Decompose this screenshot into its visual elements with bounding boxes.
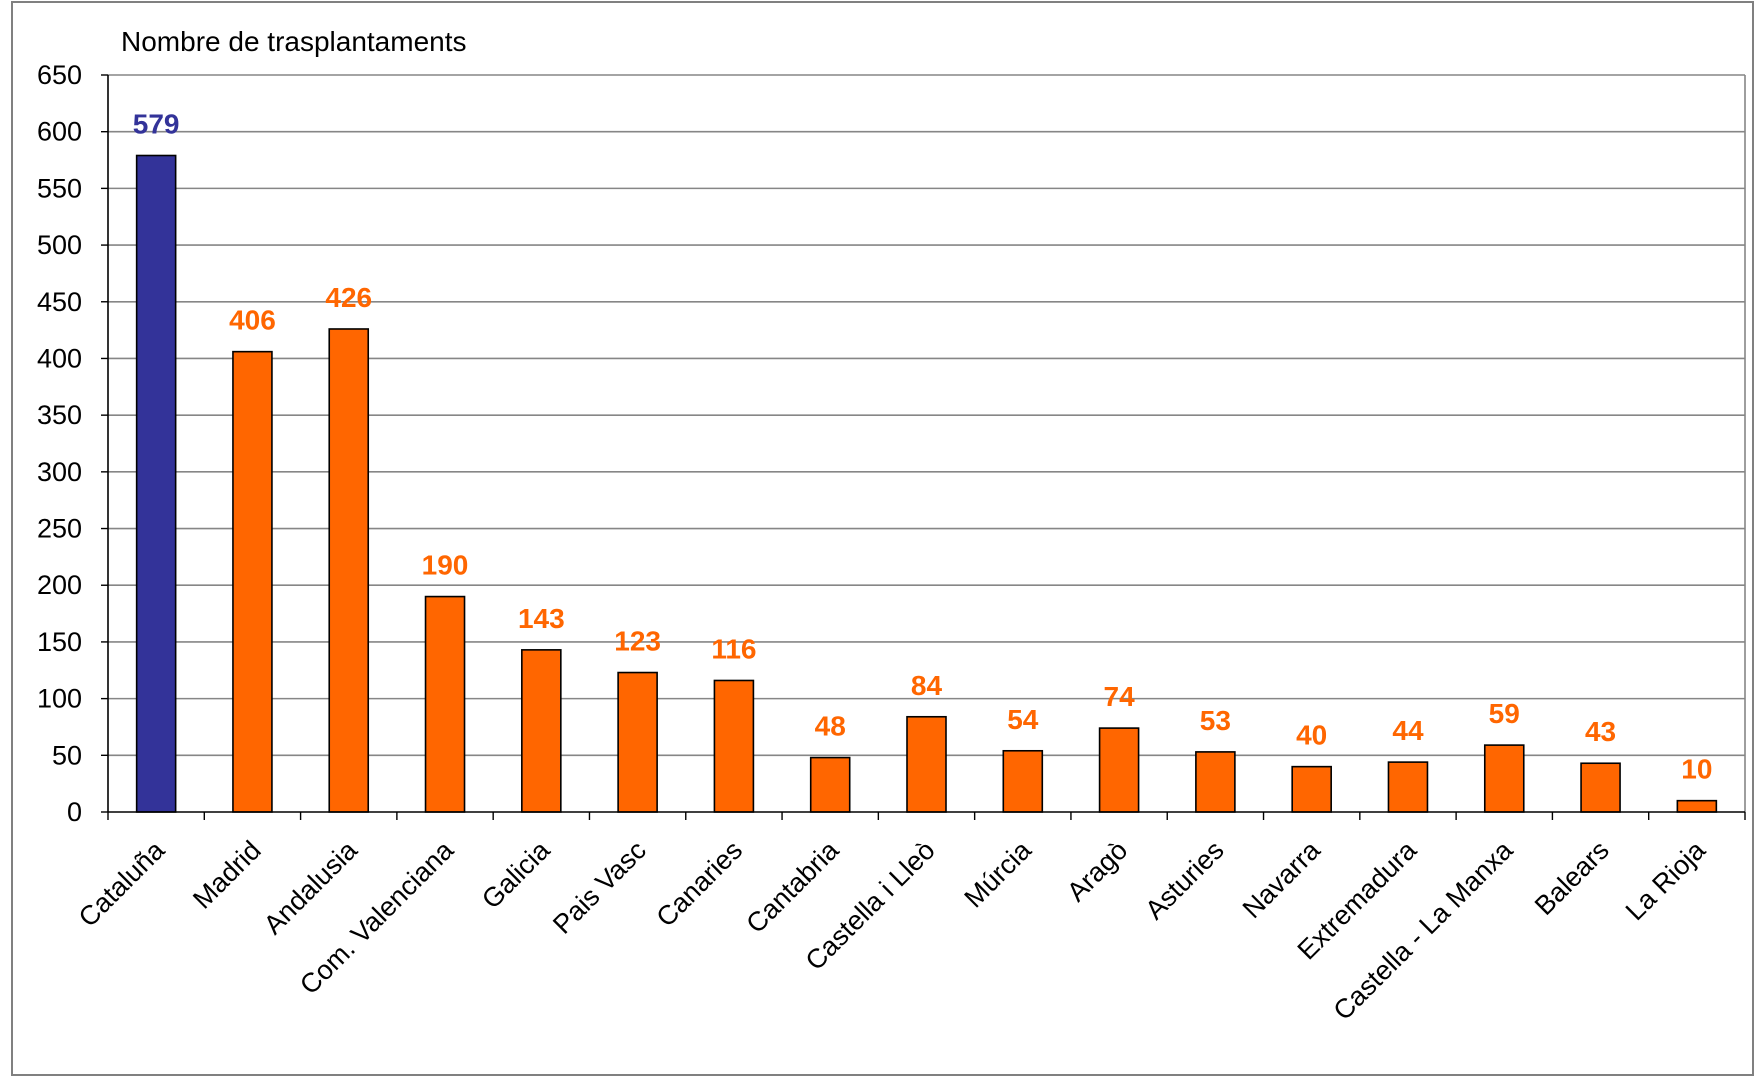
- bar: [809, 756, 851, 813]
- bar-value-label: 190: [422, 550, 469, 581]
- bar: [1387, 761, 1429, 813]
- y-tick-label: 300: [37, 457, 82, 487]
- bar-value-label: 406: [229, 305, 276, 336]
- y-tick-label: 100: [37, 684, 82, 714]
- bar: [906, 715, 947, 813]
- bar-value-label: 54: [1007, 704, 1039, 735]
- bar-value-label: 426: [325, 282, 372, 313]
- bar-value-label: 84: [911, 670, 943, 701]
- y-tick-label: 500: [37, 230, 82, 260]
- bar-value-label: 48: [815, 711, 846, 742]
- y-tick-label: 150: [37, 627, 82, 657]
- bar-value-label: 123: [614, 626, 661, 657]
- bar-value-label: 43: [1585, 716, 1616, 747]
- bar: [617, 671, 658, 813]
- bar: [1483, 744, 1525, 813]
- axes: 0 50 100 150 200 250 300 350 400 450 500 550 600 650: [37, 60, 1746, 827]
- y-axis-title: Nombre de trasplantaments: [121, 26, 467, 57]
- bar-value-label: 40: [1296, 720, 1327, 751]
- bar: [1002, 749, 1044, 813]
- bar-value-label: 74: [1104, 681, 1136, 712]
- bar: [232, 350, 273, 813]
- bar: [328, 328, 370, 813]
- bar: [713, 679, 755, 813]
- bar: [1098, 727, 1140, 813]
- bar-value-label: 53: [1200, 705, 1231, 736]
- bar: [424, 595, 466, 813]
- bar-value-label: 143: [518, 603, 565, 634]
- y-tick-label: 350: [37, 400, 82, 430]
- y-tick-label: 400: [37, 343, 82, 373]
- y-tick-label: 450: [37, 287, 82, 317]
- bar-value-label: 59: [1489, 698, 1520, 729]
- y-tick-label: 200: [37, 570, 82, 600]
- bar: [1676, 799, 1718, 813]
- bar-value-label: 116: [711, 633, 756, 664]
- bar: [1580, 762, 1621, 813]
- y-tick-label: 600: [37, 117, 82, 147]
- chart-border: [11, 1, 1754, 1076]
- y-tick-label: 0: [67, 797, 82, 827]
- bar: [521, 649, 562, 813]
- y-tick-label: 550: [37, 173, 82, 203]
- y-tick-label: 250: [37, 514, 82, 544]
- bar-value-label: 44: [1392, 715, 1424, 746]
- y-tick-label: 50: [52, 740, 82, 770]
- y-tick-label: 650: [37, 60, 82, 90]
- bar: [1291, 765, 1332, 813]
- bar: [135, 154, 177, 813]
- bars: [135, 154, 1718, 813]
- bar: [1195, 751, 1236, 813]
- bar-value-label: 579: [133, 109, 180, 140]
- bar-value-label: 10: [1681, 754, 1712, 785]
- gridlines: [108, 74, 1746, 812]
